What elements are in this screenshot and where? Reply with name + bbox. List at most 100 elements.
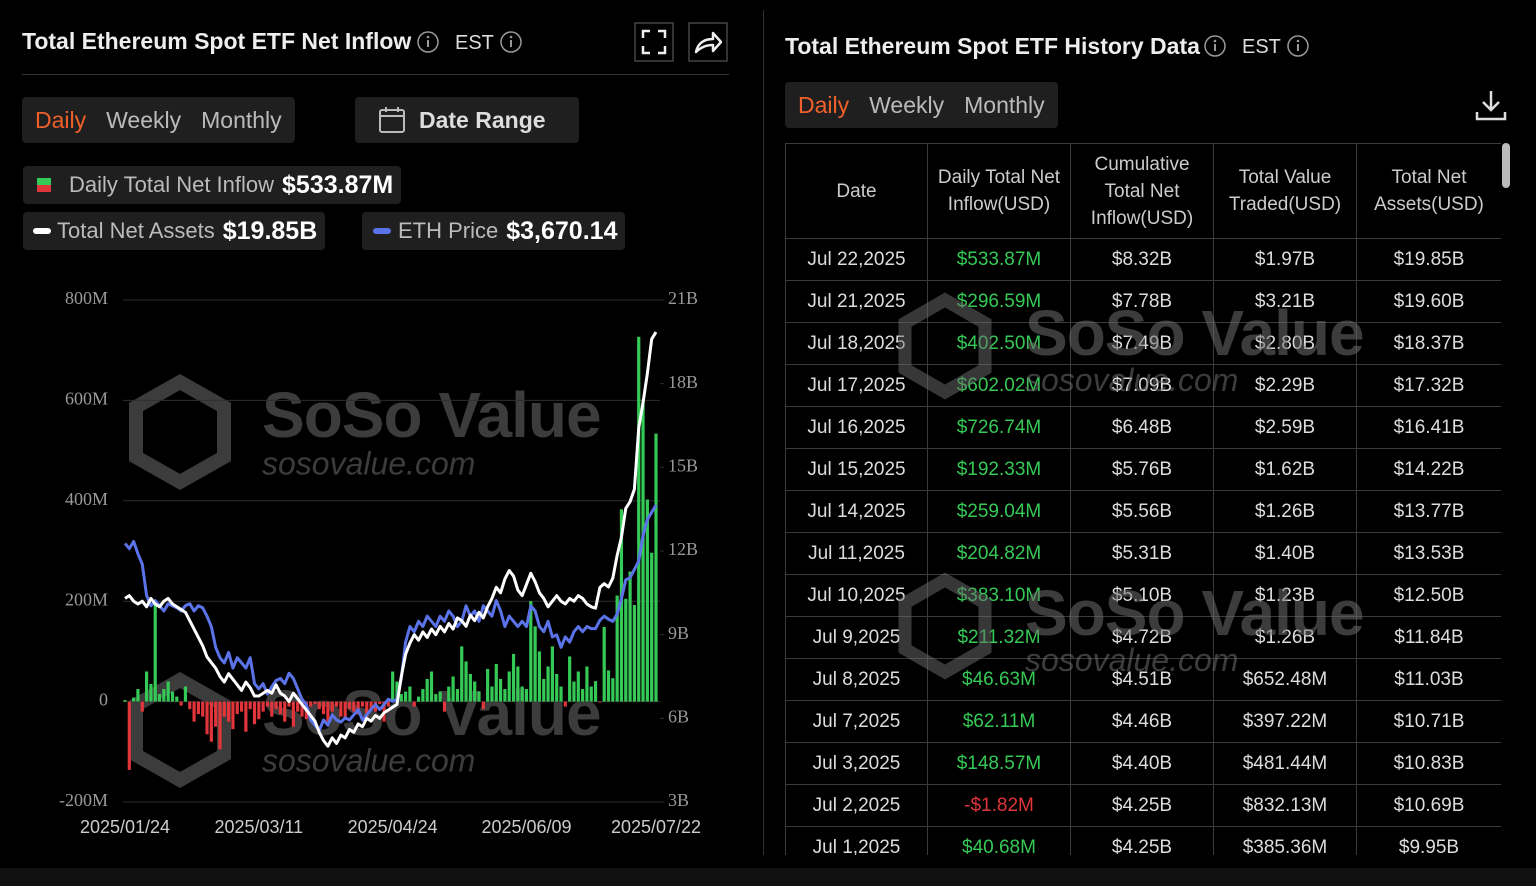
bar [628, 571, 632, 702]
table-cell: $533.87M [927, 238, 1071, 281]
bar [183, 686, 188, 702]
tab[interactable]: Daily [798, 91, 850, 118]
bar [516, 666, 520, 702]
bar [615, 595, 619, 702]
timezone[interactable]: EST [455, 32, 494, 54]
table-cell: $4.46B [1070, 700, 1214, 743]
table-cell: $3.21B [1213, 280, 1357, 323]
watermark-url: sosovalue.com [262, 742, 475, 778]
tab[interactable]: Weekly [869, 91, 945, 118]
tab[interactable]: Monthly [201, 106, 282, 133]
table-cell: $204.82M [927, 532, 1071, 575]
fullscreen-button[interactable] [634, 22, 674, 62]
table-cell: Jul 3,2025 [785, 742, 928, 785]
bar [136, 689, 140, 702]
legend-item[interactable]: ETH Price $3,670.14 [362, 212, 626, 250]
watermark-text: SoSo Value [262, 379, 601, 451]
bar [637, 336, 641, 702]
period-tabs: Daily Weekly Monthly [22, 97, 295, 143]
table-cell: $5.76B [1070, 448, 1214, 491]
date-range-label: Date Range [419, 106, 546, 133]
bar [511, 653, 516, 702]
table-cell: $652.48M [1213, 658, 1357, 701]
tab[interactable]: Daily [35, 106, 87, 133]
bar [576, 671, 580, 702]
download-button[interactable] [1474, 88, 1508, 122]
bar [650, 552, 654, 702]
bar [196, 701, 200, 715]
bar [464, 661, 468, 702]
table-row: Jul 10,2025 $383.10M $5.10B $1.23B $12.50B [785, 574, 1501, 617]
table-cell: $16.41B [1356, 406, 1501, 449]
table-cell: $5.56B [1070, 490, 1214, 533]
table-cell: Jul 1,2025 [785, 826, 928, 855]
x-tick-label: 2025/03/11 [214, 817, 303, 837]
bar [481, 701, 485, 710]
legend-swatch [33, 228, 51, 234]
bar [313, 701, 317, 705]
line [123, 504, 658, 732]
legend-item[interactable]: Total Net Assets $19.85B [23, 212, 326, 250]
tab[interactable]: Weekly [106, 106, 182, 133]
bar [317, 701, 321, 710]
bar [563, 701, 567, 707]
info-icon[interactable] [1203, 34, 1227, 58]
share-button[interactable] [688, 22, 728, 62]
bar [572, 681, 576, 702]
table-cell: $10.71B [1356, 700, 1501, 743]
bar [334, 701, 339, 707]
table-cell: $192.33M [927, 448, 1071, 491]
date-range-button[interactable]: Date Range [355, 97, 579, 143]
tab[interactable]: Monthly [964, 91, 1045, 118]
bar [162, 689, 166, 702]
bar [641, 399, 645, 702]
legend-item[interactable]: Daily Total Net Inflow $533.87M [23, 166, 402, 204]
info-icon[interactable] [1286, 34, 1310, 58]
table-cell: $1.26B [1213, 616, 1357, 659]
bar [239, 701, 244, 712]
bar [347, 701, 352, 710]
y2-tick-label: 12B [668, 539, 698, 559]
table-cell: $4.25B [1070, 826, 1214, 855]
bar [477, 691, 481, 702]
bar [585, 666, 589, 702]
table-cell: $5.10B [1070, 574, 1214, 617]
column-header: Total Net Assets(USD) [1356, 143, 1501, 239]
table-cell: $481.44M [1213, 742, 1357, 785]
bar [486, 668, 490, 702]
bar [300, 701, 304, 717]
table-cell: $13.77B [1356, 490, 1501, 533]
timezone[interactable]: EST [1242, 36, 1281, 58]
table-cell: $1.62B [1213, 448, 1357, 491]
table-cell: $4.72B [1070, 616, 1214, 659]
bar [568, 656, 572, 702]
bar [205, 701, 209, 735]
line [124, 331, 658, 748]
table-cell: $4.51B [1070, 658, 1214, 701]
bar [438, 691, 442, 702]
legend-value: $533.87M [282, 170, 394, 199]
table-cell: $6.48B [1070, 406, 1214, 449]
bar [175, 696, 179, 702]
info-icon[interactable] [499, 30, 523, 54]
scrollbar[interactable] [1502, 143, 1510, 188]
table-cell: $8.32B [1070, 238, 1214, 281]
bar [425, 679, 429, 702]
info-icon[interactable] [416, 30, 440, 54]
table-cell: $10.69B [1356, 784, 1501, 827]
bar [352, 701, 356, 712]
divider [22, 74, 729, 75]
table-cell: $259.04M [927, 490, 1071, 533]
bar [123, 700, 127, 702]
table-cell: $62.11M [927, 700, 1071, 743]
bar [209, 701, 213, 742]
table-cell: $12.50B [1356, 574, 1501, 617]
panel-divider [763, 10, 764, 855]
bar [369, 701, 373, 710]
bar [309, 701, 313, 707]
bar [214, 701, 218, 727]
legend-label: ETH Price [398, 218, 499, 243]
bar [524, 689, 529, 702]
column-header: Cumulative Total Net Inflow(USD) [1070, 143, 1214, 239]
